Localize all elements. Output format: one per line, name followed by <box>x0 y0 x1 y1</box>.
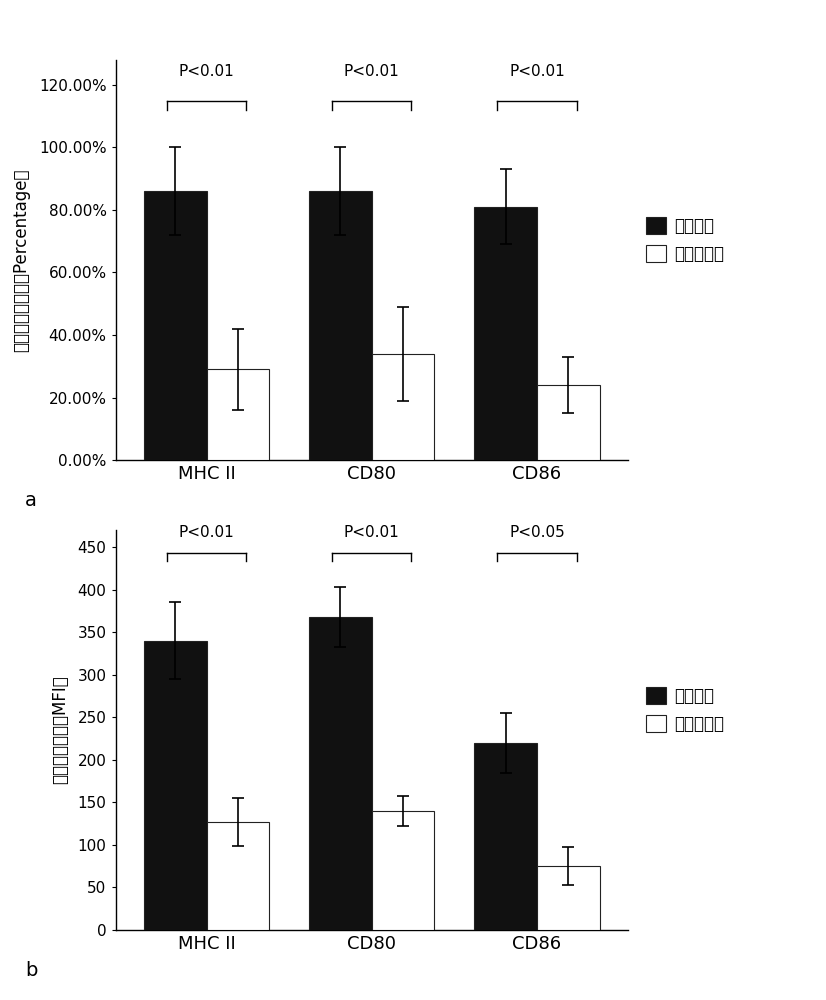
Text: P<0.01: P<0.01 <box>178 525 235 540</box>
Legend: 负载抗原, 未负载抗原: 负载抗原, 未负载抗原 <box>646 217 724 263</box>
Bar <box>144 641 206 930</box>
Bar <box>206 822 269 930</box>
Bar <box>537 385 600 460</box>
Bar <box>206 369 269 460</box>
Legend: 负载抗原, 未负载抗原: 负载抗原, 未负载抗原 <box>646 687 724 733</box>
Bar <box>144 191 206 460</box>
Text: P<0.05: P<0.05 <box>509 525 565 540</box>
Text: P<0.01: P<0.01 <box>344 525 400 540</box>
Bar <box>309 617 372 930</box>
Text: b: b <box>25 960 37 980</box>
Text: P<0.01: P<0.01 <box>344 64 400 79</box>
Bar <box>372 811 434 930</box>
Bar <box>372 354 434 460</box>
Text: P<0.01: P<0.01 <box>178 64 235 79</box>
Bar <box>309 191 372 460</box>
Y-axis label: 表达数量百分比（Percentage）: 表达数量百分比（Percentage） <box>12 168 31 352</box>
Y-axis label: 平均荧光强度（MFI）: 平均荧光强度（MFI） <box>51 676 69 784</box>
Bar <box>474 743 537 930</box>
Bar <box>474 207 537 460</box>
Bar <box>537 866 600 930</box>
Text: a: a <box>25 490 36 510</box>
Text: P<0.01: P<0.01 <box>509 64 565 79</box>
